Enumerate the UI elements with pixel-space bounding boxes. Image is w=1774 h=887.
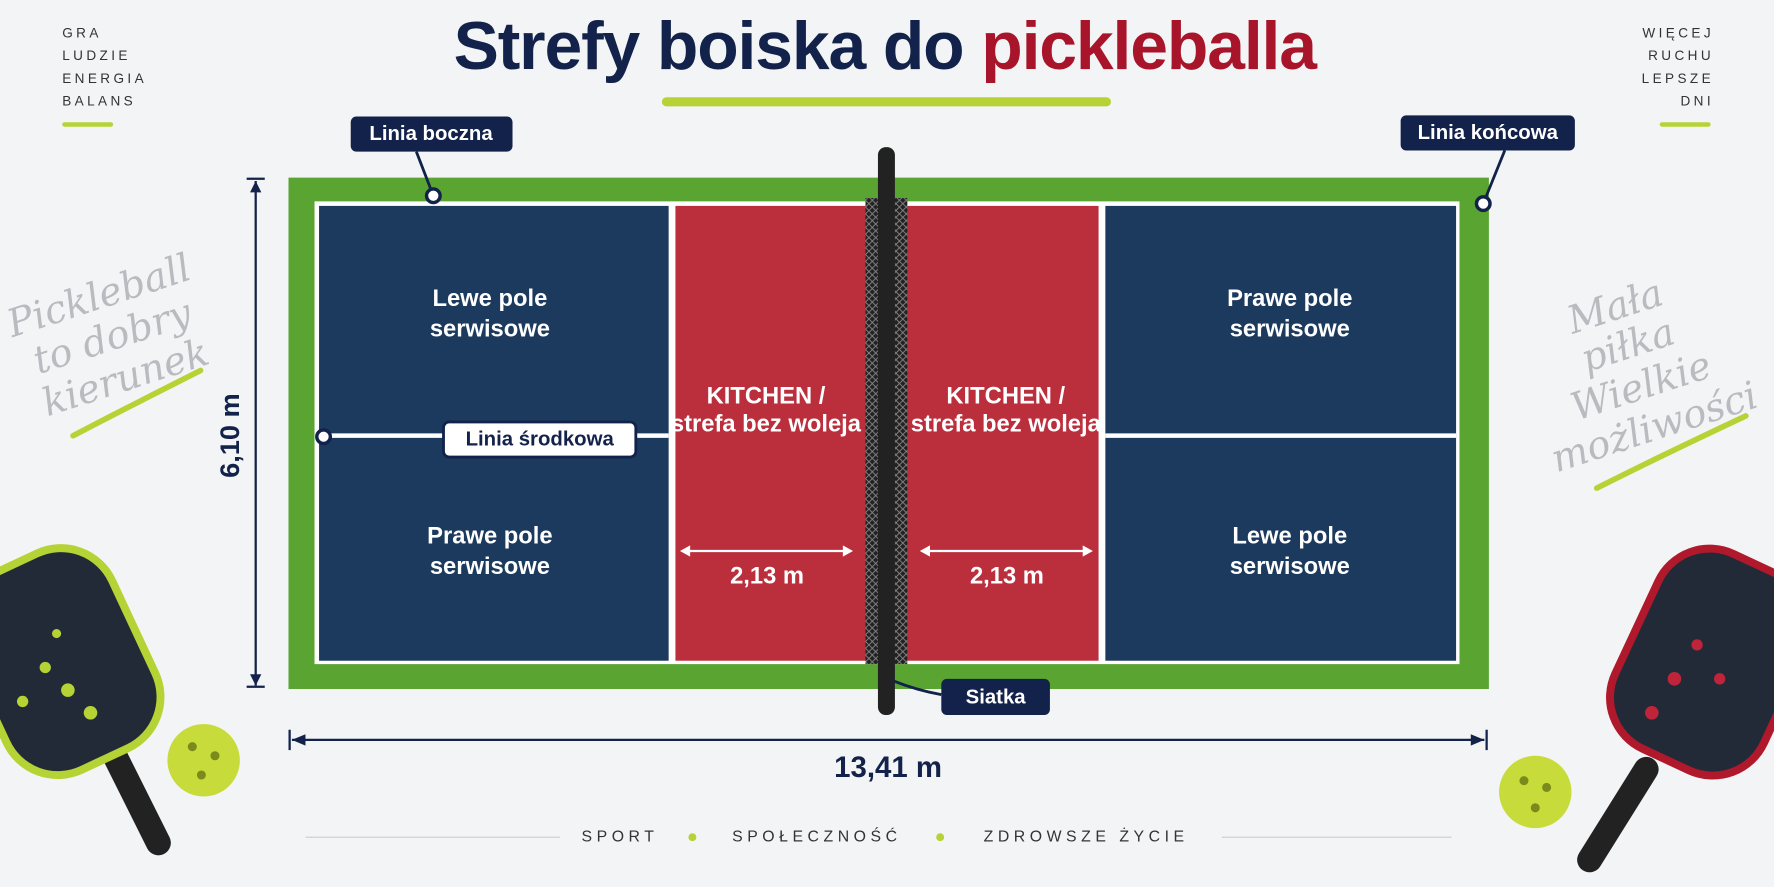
title: Strefy boiska do pickleballa (454, 9, 1319, 84)
callout-centerline: Linia środkowa (315, 420, 638, 459)
kitchen-dimension (679, 545, 1093, 557)
corner-text: LEPSZE (1642, 71, 1714, 86)
width-dimension (246, 177, 265, 688)
corner-text: LUDZIE (62, 48, 131, 63)
corner-text: WIĘCEJ (1642, 26, 1714, 41)
zone-label: serwisowe (1230, 316, 1350, 343)
kitchen-area (675, 205, 886, 661)
kitchen-subtitle: strefa bez woleja (671, 411, 862, 438)
zone-label: Prawe pole (1227, 285, 1352, 312)
ball-left (167, 724, 240, 797)
paddle-left (0, 544, 171, 856)
callout-text: Linia końcowa (1418, 122, 1559, 144)
script-right: Mała piłka Wielkie możliwości (1546, 270, 1763, 491)
footer: SPORT SPOŁECZNOŚĆ ZDROWSZE ŻYCIE (305, 826, 1452, 845)
paddle-right (1577, 544, 1774, 873)
callout-text: Linia środkowa (466, 428, 615, 450)
kitchen-subtitle: strefa bez woleja (911, 411, 1102, 438)
net-post (877, 147, 895, 716)
width-label: 6,10 m (214, 393, 245, 478)
kitchen-area (885, 205, 1099, 661)
zone-label: Lewe pole (432, 285, 547, 312)
corner-left: GRA LUDZIE ENERGIA BALANS (62, 26, 147, 127)
corner-text: DNI (1680, 93, 1714, 108)
callout-text: Siatka (966, 686, 1027, 708)
zone-label: Prawe pole (427, 523, 552, 550)
zone-label: Lewe pole (1232, 523, 1347, 550)
corner-text: RUCHU (1648, 48, 1714, 63)
callout-baseline: Linia końcowa (1400, 115, 1575, 213)
ball-right (1499, 755, 1572, 829)
kitchen-width: 2,13 m (730, 562, 804, 589)
kitchen-width: 2,13 m (970, 562, 1044, 589)
callout-sideline: Linia boczna (350, 116, 513, 205)
corner-text: BALANS (62, 93, 136, 108)
length-dimension (288, 729, 1488, 751)
corner-right: WIĘCEJ RUCHU LEPSZE DNI (1642, 26, 1714, 127)
zone-label: serwisowe (430, 553, 550, 580)
corner-text: ENERGIA (62, 71, 147, 86)
title-underline (661, 97, 1112, 107)
script-left: Pickleball to dobry kierunek (1, 245, 215, 439)
callout-net: Siatka (893, 678, 1050, 716)
title-accent: pickleballa (981, 9, 1318, 84)
footer-text: SPORT (582, 828, 659, 845)
kitchen-title: KITCHEN / (946, 382, 1065, 409)
corner-text: GRA (62, 26, 102, 41)
kitchen-title: KITCHEN / (707, 382, 826, 409)
footer-text: SPOŁECZNOŚĆ (732, 826, 901, 845)
length-label: 13,41 m (834, 751, 942, 784)
zone-label: serwisowe (1230, 553, 1350, 580)
zone-label: serwisowe (430, 316, 550, 343)
title-main: Strefy boiska do (454, 9, 964, 84)
footer-text: ZDROWSZE ŻYCIE (984, 826, 1189, 845)
callout-text: Linia boczna (369, 123, 493, 145)
